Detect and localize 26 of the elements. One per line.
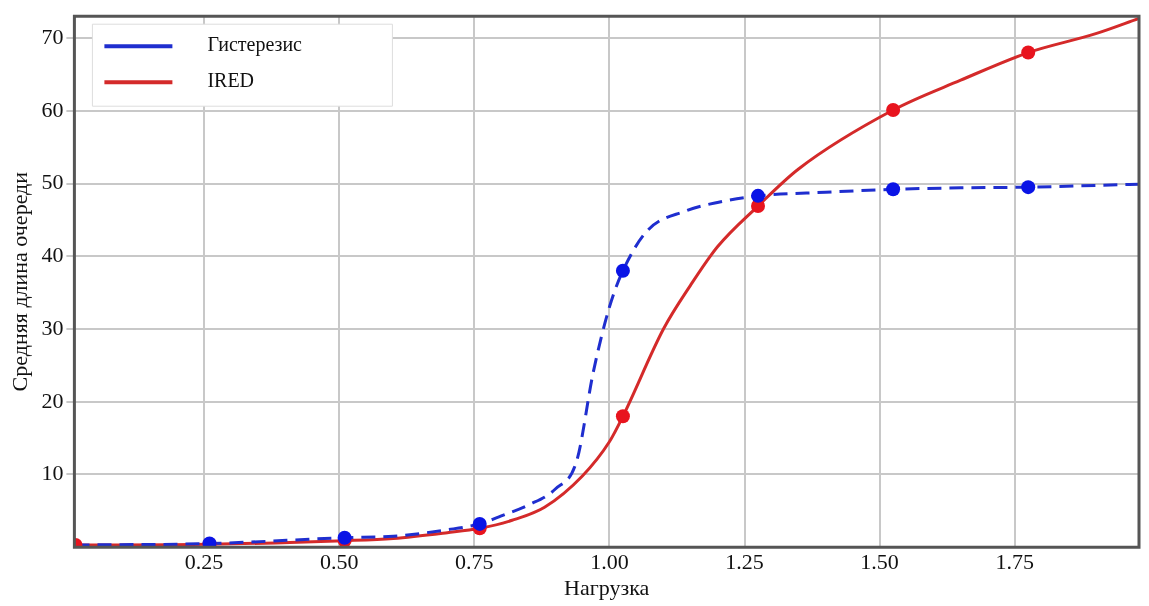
x-tick-label: 1.00 (590, 549, 629, 575)
y-tick-label: 30 (41, 314, 64, 340)
point (1021, 180, 1036, 195)
y-tick-label: 70 (41, 23, 64, 49)
y-tick-label: 40 (41, 242, 64, 268)
x-tick-label: 1.75 (995, 549, 1034, 575)
point (615, 409, 630, 424)
x-tick-label: 1.25 (725, 549, 764, 575)
y-tick-label: 10 (41, 460, 64, 486)
point (615, 263, 630, 278)
point (1021, 45, 1036, 60)
legend-label: IRED (207, 69, 255, 92)
y-axis-title: Средняя длина очереди (6, 171, 32, 392)
x-tick-label: 0.75 (455, 549, 494, 575)
point (472, 516, 487, 531)
point (886, 182, 901, 197)
legend-label: Гистерезис (207, 33, 303, 57)
y-tick-label: 20 (41, 387, 64, 413)
point (751, 188, 766, 203)
x-tick-label: 0.25 (184, 549, 224, 575)
y-tick-label: 60 (41, 96, 64, 122)
x-axis-title: Нагрузка (564, 574, 650, 600)
x-tick-label: 1.50 (860, 549, 899, 575)
x-tick-label: 0.50 (319, 549, 359, 575)
y-tick-label: 50 (41, 169, 64, 195)
point (886, 103, 901, 118)
